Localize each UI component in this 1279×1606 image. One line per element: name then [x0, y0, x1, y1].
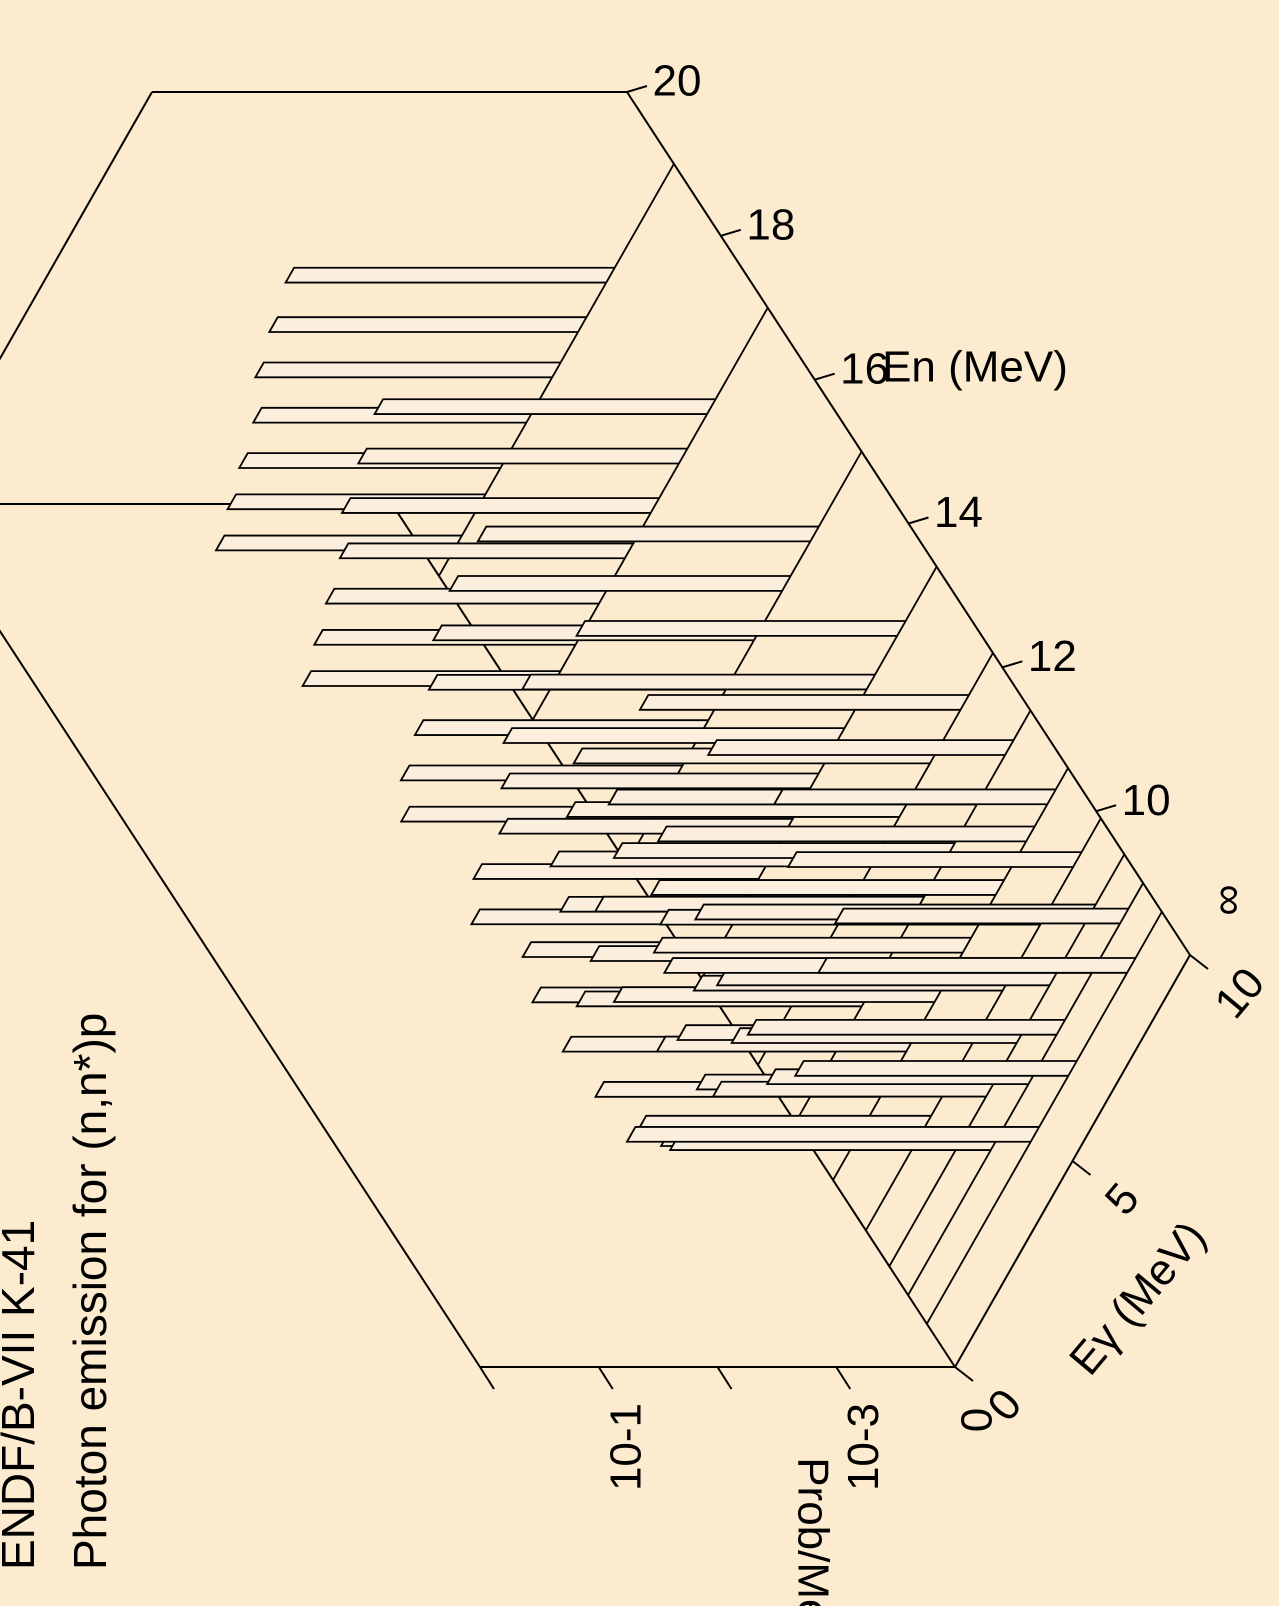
infinity-label: ∞	[1203, 884, 1252, 915]
chart-title: ENDF/B-VII K-41	[0, 1220, 44, 1570]
x-axis-tick	[954, 1366, 974, 1382]
spectrum-series	[469, 566, 938, 980]
z-axis-tick	[479, 1366, 495, 1390]
frame-edge	[0, 503, 481, 1368]
depth-tick-label: 14	[934, 488, 983, 537]
spectrum-series	[214, 163, 675, 577]
depth-tick-label: 16	[840, 344, 889, 393]
depth-tick-label: 18	[746, 200, 795, 249]
z-axis-tick	[716, 1366, 733, 1390]
depth-axis-tick	[908, 516, 929, 525]
z-axis-title: Prob/MeV	[788, 1457, 837, 1606]
frame-edge	[0, 91, 153, 505]
depth-axis-tick	[1095, 804, 1117, 813]
depth-axis-tick	[720, 228, 742, 237]
x-tick-label: 10	[1205, 959, 1274, 1028]
chart-subtitle: Photon emission for (n,n*)p	[64, 1013, 116, 1570]
depth-tick-label: 10	[1122, 776, 1171, 825]
depth-tick-label: 12	[1028, 632, 1077, 681]
x-axis-tick	[1189, 954, 1209, 970]
z-axis-tick	[835, 1366, 852, 1390]
spectrum-series	[625, 911, 1163, 1325]
origin-label: 0	[953, 1408, 1002, 1432]
spectrum-series	[301, 307, 769, 721]
x-axis-title: Eγ (MeV)	[1060, 1212, 1215, 1384]
depth-axis-title: En (MeV)	[882, 343, 1068, 392]
depth-axis-tick	[1002, 660, 1023, 669]
x-axis-tick	[1071, 1160, 1092, 1176]
spectrum-series	[593, 767, 1069, 1181]
z-tick-label: 10-3	[839, 1403, 888, 1491]
depth-axis-tick	[814, 372, 835, 381]
x-tick-label: 5	[1096, 1174, 1149, 1224]
depth-tick-label: 20	[653, 57, 702, 106]
z-tick-label: 10-1	[601, 1403, 650, 1491]
frame-edge	[391, 503, 956, 1368]
z-axis-tick	[597, 1366, 614, 1390]
depth-axis-tick	[626, 85, 648, 93]
